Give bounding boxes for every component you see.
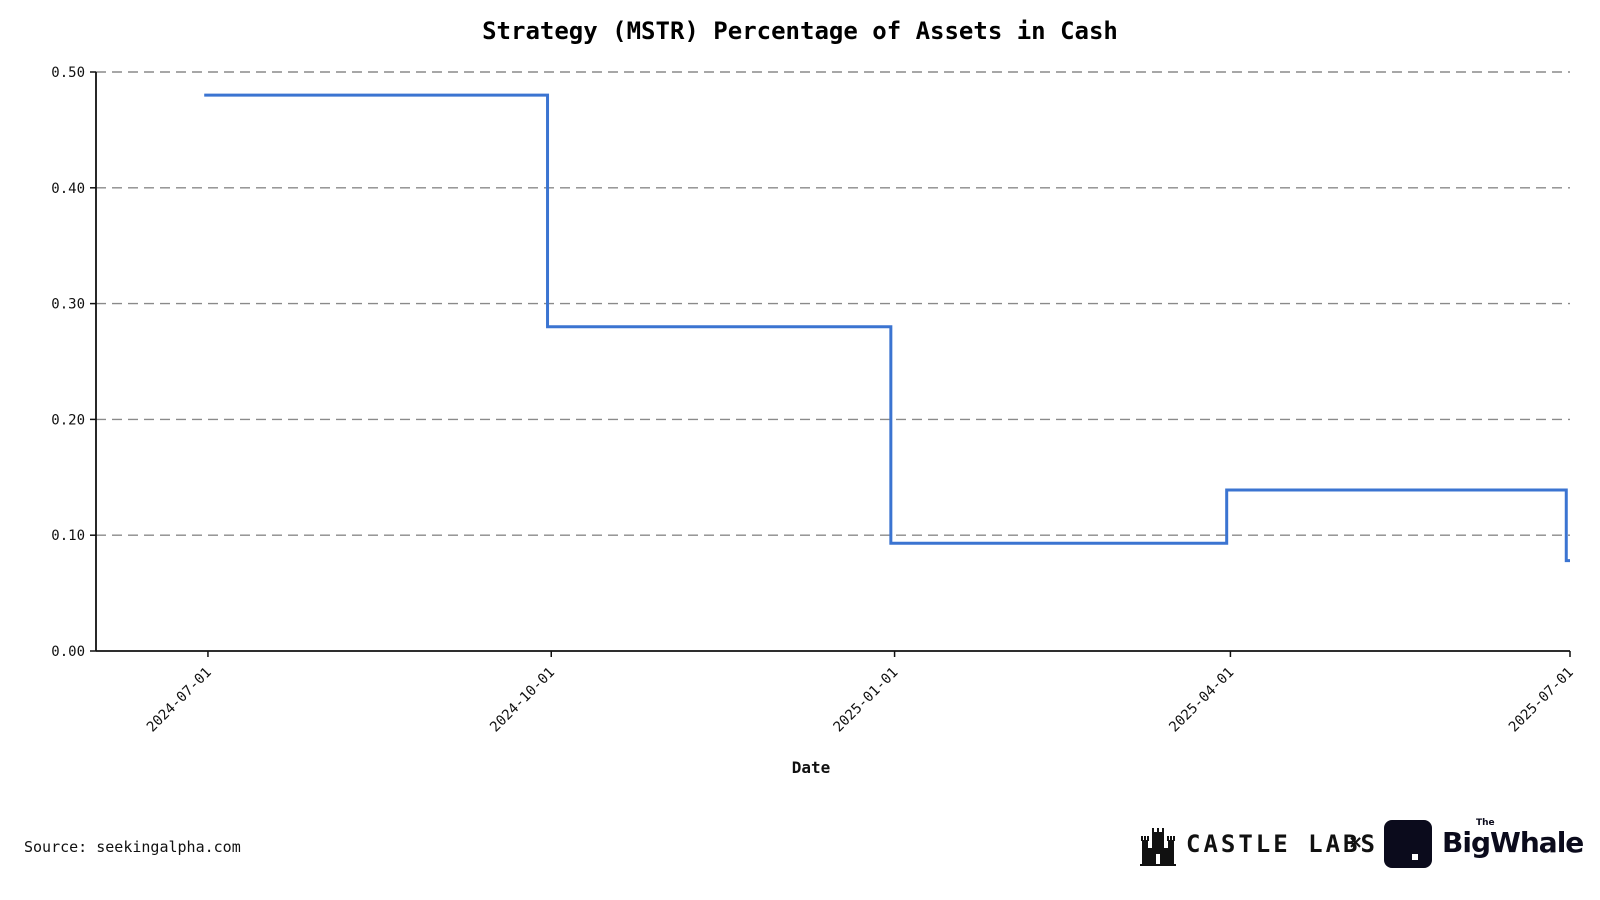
y-tick-label: 0.40 [51, 181, 85, 197]
grid [96, 71, 1570, 536]
logo-separator: × [1348, 832, 1364, 853]
x-tick-label: 2024-10-01 [487, 665, 558, 736]
y-tick-label: 0.30 [51, 297, 85, 313]
x-tick-label: 2025-04-01 [1166, 665, 1237, 736]
step-line-series [204, 93, 1570, 563]
x-tick-label: 2025-07-01 [1506, 665, 1577, 736]
chart-title: Strategy (MSTR) Percentage of Assets in … [482, 17, 1118, 45]
y-tick-label: 0.20 [51, 412, 85, 428]
x-ticks: 2024-07-01 2024-10-01 2025-01-01 2025-04-01… [144, 651, 1577, 735]
series [204, 93, 1571, 563]
x-tick-label: 2025-01-01 [830, 665, 901, 736]
big-whale-icon [1384, 820, 1432, 868]
x-axis-title: Date [792, 758, 831, 777]
y-tick-label: 0.50 [51, 65, 85, 81]
source-note: Source: seekingalpha.com [24, 838, 241, 856]
y-ticks: 0.00 0.10 0.20 0.30 0.40 0.50 [51, 65, 96, 660]
x-tick-label: 2024-07-01 [144, 665, 215, 736]
chart: Strategy (MSTR) Percentage of Assets in … [51, 17, 1577, 777]
y-tick-label: 0.00 [51, 644, 85, 660]
axes [95, 72, 1570, 652]
castle-labs-logo: CASTLE LABS [1186, 830, 1378, 858]
castle-icon [1140, 828, 1176, 866]
footer-logos: CASTLE LABS × The BigWhale [1140, 818, 1584, 874]
big-whale-the: The [1476, 818, 1495, 828]
big-whale-logo: BigWhale [1442, 826, 1584, 859]
y-tick-label: 0.10 [51, 528, 85, 544]
